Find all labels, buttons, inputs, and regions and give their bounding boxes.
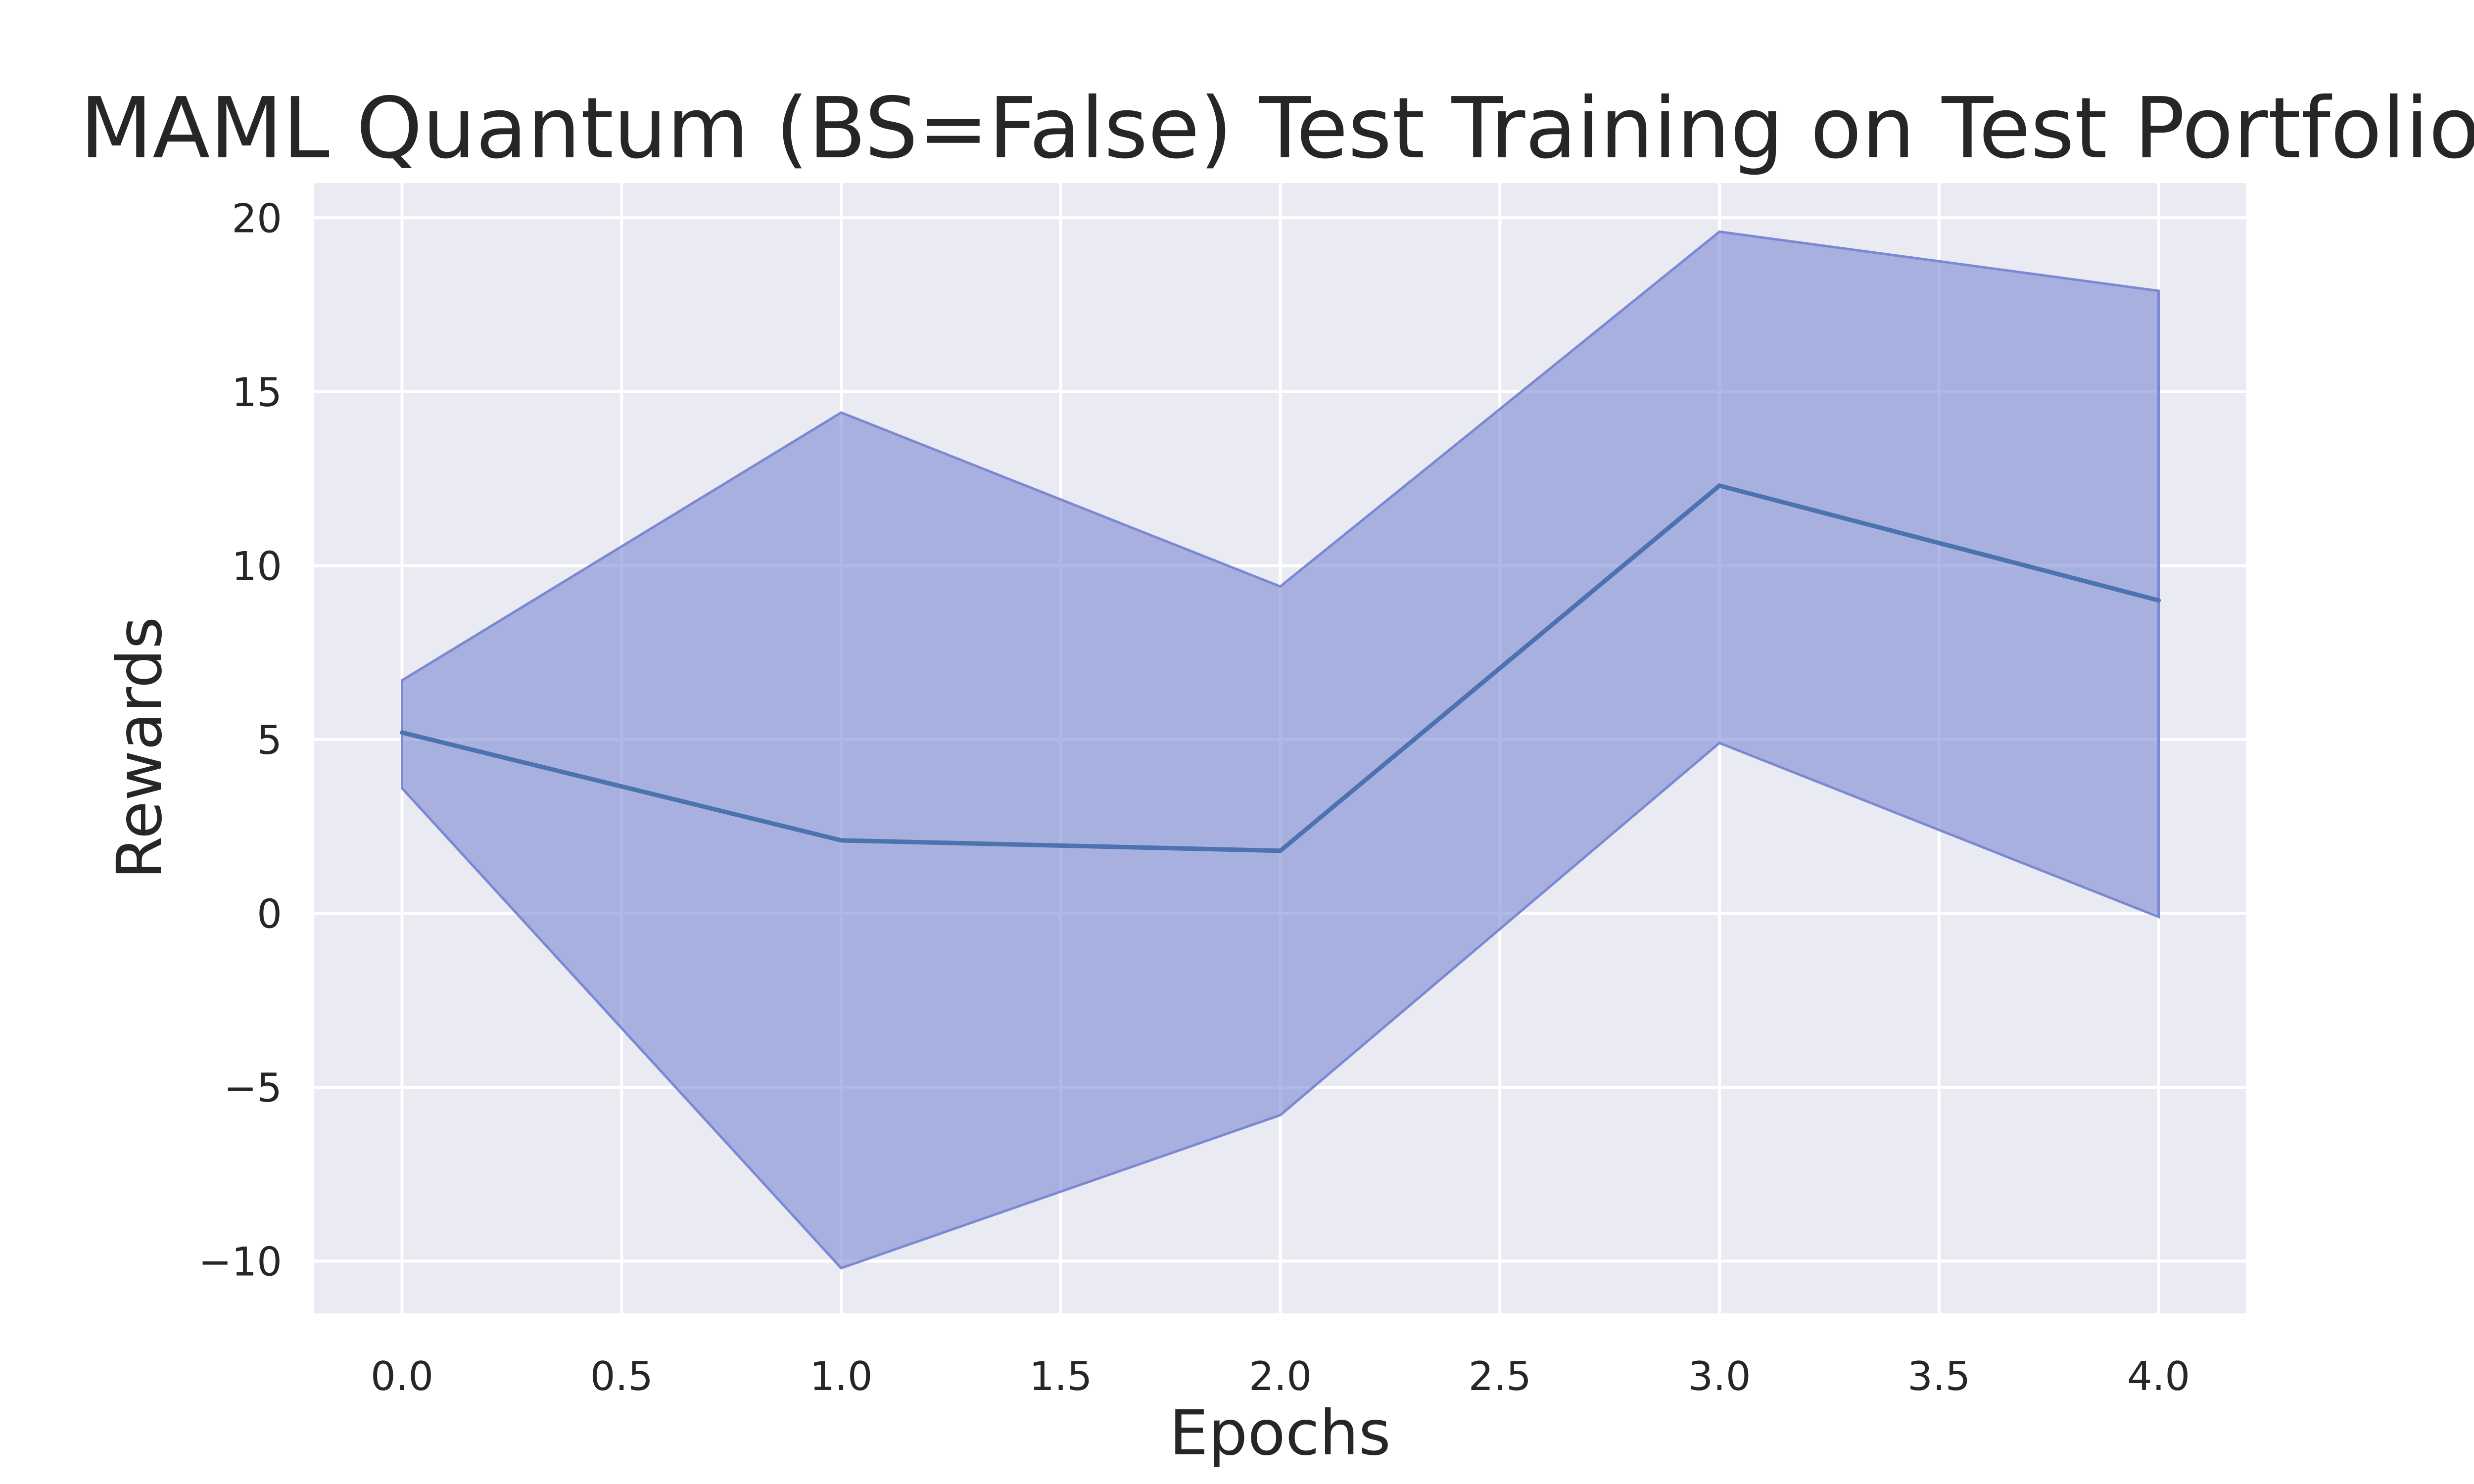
- series-line: [400, 483, 2161, 853]
- y-axis-label: Rewards: [104, 617, 176, 880]
- y-tick-label: 0: [257, 891, 282, 937]
- x-tick-label: 1.5: [1029, 1353, 1092, 1399]
- y-tick-labels: −10 −5 0 5 10 15 20: [198, 195, 282, 1285]
- x-tick-label: 0.5: [590, 1353, 653, 1399]
- y-tick-label: −10: [198, 1239, 282, 1285]
- x-tick-label: 4.0: [2127, 1353, 2190, 1399]
- x-tick-label: 2.0: [1249, 1353, 1312, 1399]
- series-line-layer: [400, 483, 2161, 853]
- confidence-band-layer: [401, 230, 2160, 1270]
- x-tick-label: 3.5: [1907, 1353, 1970, 1399]
- y-tick-label: 5: [257, 717, 282, 763]
- y-tick-label: 20: [232, 195, 282, 241]
- y-tick-label: 15: [232, 370, 282, 416]
- x-tick-label: 0.0: [371, 1353, 433, 1399]
- x-axis-label: Epochs: [1169, 1397, 1391, 1469]
- x-tick-label: 3.0: [1688, 1353, 1751, 1399]
- y-tick-label: 10: [232, 543, 282, 589]
- y-tick-label: −5: [224, 1065, 282, 1111]
- x-tick-label: 2.5: [1469, 1353, 1531, 1399]
- chart-title: MAML Quantum (BS=False) Test Training on…: [80, 80, 2474, 178]
- confidence-band: [401, 230, 2160, 1270]
- x-tick-labels: 0.0 0.5 1.0 1.5 2.0 2.5 3.0 3.5 4.0: [371, 1353, 2190, 1399]
- x-tick-label: 1.0: [809, 1353, 872, 1399]
